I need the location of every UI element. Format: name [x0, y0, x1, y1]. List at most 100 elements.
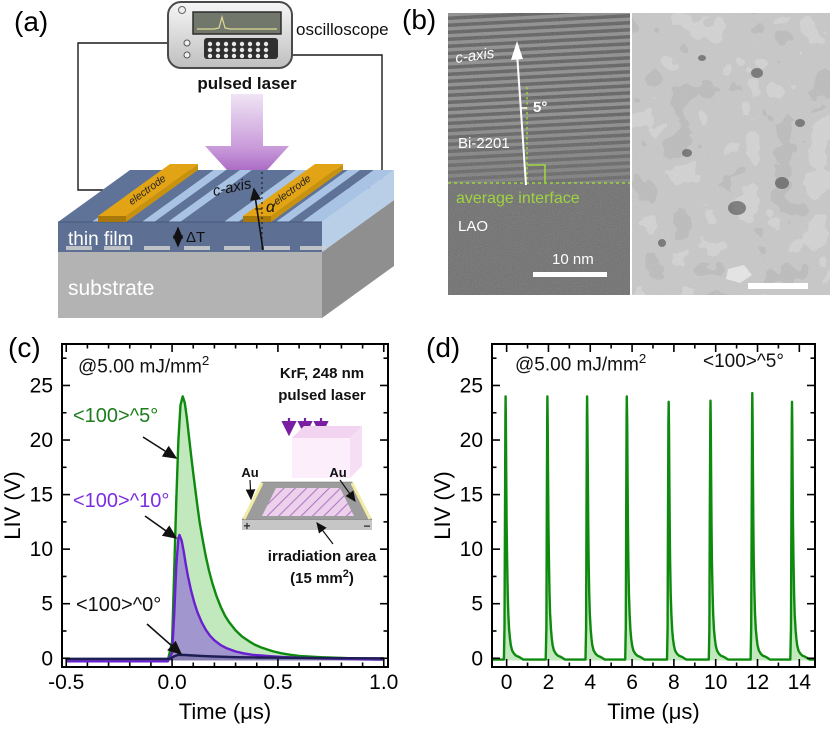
svg-text:5: 5: [41, 593, 53, 616]
substrate-block: [58, 200, 394, 318]
chart-c-frame: [61, 343, 389, 668]
sem-pores: [658, 55, 805, 247]
film-stripe: [276, 170, 360, 222]
svg-text:10: 10: [704, 671, 727, 694]
pulsed-laser-label: pulsed laser: [197, 74, 297, 93]
thin-film-label: thin film: [68, 229, 133, 250]
svg-text:10: 10: [30, 538, 53, 561]
chart-d-svg: 0 2 4 6 8 10 12 14 0 5 10 15 20 25 Time (μs) LIV (V): [430, 343, 816, 724]
panel-a: (a): [0, 0, 410, 330]
inset-laser-line1: KrF, 248 nm: [280, 365, 364, 382]
arrow-to-10deg-curve: [144, 515, 178, 539]
series-label-10deg: <100>^10°: [73, 490, 170, 512]
chart-d-plot-layer: 0 2 4 6 8 10 12 14 0 5 10 15 20 25 Time (μs) LIV (V): [430, 343, 816, 724]
svg-text:25: 25: [460, 374, 483, 397]
tem-grain: [448, 13, 630, 295]
film-stripe: [224, 170, 310, 222]
oscilloscope-knob: [178, 6, 186, 14]
c-axis-arrow: [250, 187, 264, 251]
curve-d-0: [492, 391, 815, 661]
delta-t-label: ΔT: [186, 229, 205, 246]
film-stripe: [288, 170, 374, 222]
curve-c-0: [66, 395, 384, 662]
film-stripe: [154, 170, 240, 222]
svg-text:1.0: 1.0: [369, 671, 398, 694]
svg-text:0: 0: [471, 647, 483, 670]
au-strip-left: [242, 482, 264, 520]
svg-text:0: 0: [501, 671, 513, 694]
substrate-label: substrate: [68, 277, 154, 300]
inset-au-left-label: Au: [241, 465, 258, 480]
right-angle-mark: [527, 164, 546, 183]
svg-text:20: 20: [460, 429, 483, 452]
tilt-angle-label: 5°: [533, 99, 547, 116]
orientation-annotation-d: <100>^5°: [703, 351, 784, 372]
svg-text:2: 2: [543, 671, 555, 694]
chart-d-frame: [491, 343, 816, 668]
panel-c: (c) -0.5 0.0 0.5 1.0 0 5 10 15 20 25 Time (μs) LIV …: [0, 330, 420, 731]
curve-fill-d-0: [492, 393, 815, 661]
svg-text:0.5: 0.5: [263, 671, 292, 694]
arrow-to-0deg-curve: [146, 623, 183, 656]
svg-text:20: 20: [30, 429, 53, 452]
svg-text:4: 4: [584, 671, 596, 694]
sem-bright-facet: [726, 265, 752, 283]
sem-scale-bar: [748, 283, 808, 289]
fluence-annotation-c: @5.00 mJ/mm2: [78, 353, 210, 378]
buried-electrode-dashes: [66, 246, 326, 250]
curve-c-2: [66, 653, 384, 660]
oscilloscope-keys: [207, 41, 269, 59]
film-stripe: [180, 170, 296, 222]
svg-text:25: 25: [30, 374, 53, 397]
panel-a-label: (a): [14, 6, 49, 37]
tem-image: c-axis 5° Bi-2201 average interface LAO …: [448, 13, 630, 295]
chart-c-curves: [66, 395, 384, 663]
tem-c-axis-arrow: [516, 52, 527, 186]
arrow-to-au-right: [339, 479, 356, 502]
inset-sample: [241, 481, 373, 530]
inset-plus: +: [243, 519, 250, 533]
film-stripe: [58, 170, 164, 222]
svg-text:6: 6: [626, 671, 638, 694]
interface-label: average interface: [456, 190, 580, 207]
inset-area-line2: (15 mm2): [290, 568, 354, 587]
scale-bar-label: 10 nm: [552, 251, 594, 268]
chart-d-ylabel: LIV (V): [430, 471, 455, 539]
svg-text:15: 15: [30, 484, 53, 507]
film-stripe: [142, 170, 226, 222]
laser-arrow: [205, 94, 289, 192]
chart-d-tick-labels: 0 2 4 6 8 10 12 14 0 5 10 15 20 25: [460, 374, 812, 694]
chart-c-ylabel: LIV (V): [0, 471, 25, 539]
fluence-annotation-d: @5.00 mJ/mm2: [515, 351, 647, 376]
sem-image: [632, 13, 830, 295]
tem-c-axis-arrowhead: [511, 41, 523, 60]
svg-text:-0.5: -0.5: [48, 671, 84, 694]
inset-minus: −: [363, 519, 370, 533]
oscilloscope-port-1: [183, 39, 191, 47]
substrate-label-lao: LAO: [458, 218, 488, 235]
panel-d: (d) 0 2 4 6 8 10 12 14 0 5 10 15 20 25 Time (μs) LIV (V…: [420, 330, 834, 731]
oscilloscope-label: oscilloscope: [296, 20, 389, 39]
chart-c-tick-labels: -0.5 0.0 0.5 1.0 0 5 10 15 20 25: [30, 374, 399, 694]
svg-text:15: 15: [460, 484, 483, 507]
svg-text:14: 14: [788, 671, 812, 694]
au-strip-right: [350, 482, 372, 520]
setup-schematic-svg: oscilloscope pulsed laser: [58, 1, 394, 318]
svg-text:0.0: 0.0: [157, 671, 186, 694]
chart-d-xlabel: Time (μs): [607, 699, 700, 724]
svg-text:10: 10: [460, 538, 483, 561]
arrow-to-irradiation-area: [316, 522, 334, 545]
inset-au-right-label: Au: [329, 465, 346, 480]
svg-text:8: 8: [668, 671, 680, 694]
inset-laser-line2: pulsed laser: [278, 387, 366, 404]
chart-c-xlabel: Time (μs): [179, 699, 272, 724]
inset-irradiation-schematic: KrF, 248 nm pulsed laser: [241, 365, 377, 587]
series-label-0deg: <100>^0°: [76, 594, 162, 616]
panel-b-label: (b): [402, 4, 437, 35]
film-label: Bi-2201: [458, 135, 510, 152]
inset-beam: [292, 426, 362, 478]
arrow-to-5deg-curve: [142, 436, 178, 459]
tem-c-axis-label: c-axis: [454, 45, 496, 67]
